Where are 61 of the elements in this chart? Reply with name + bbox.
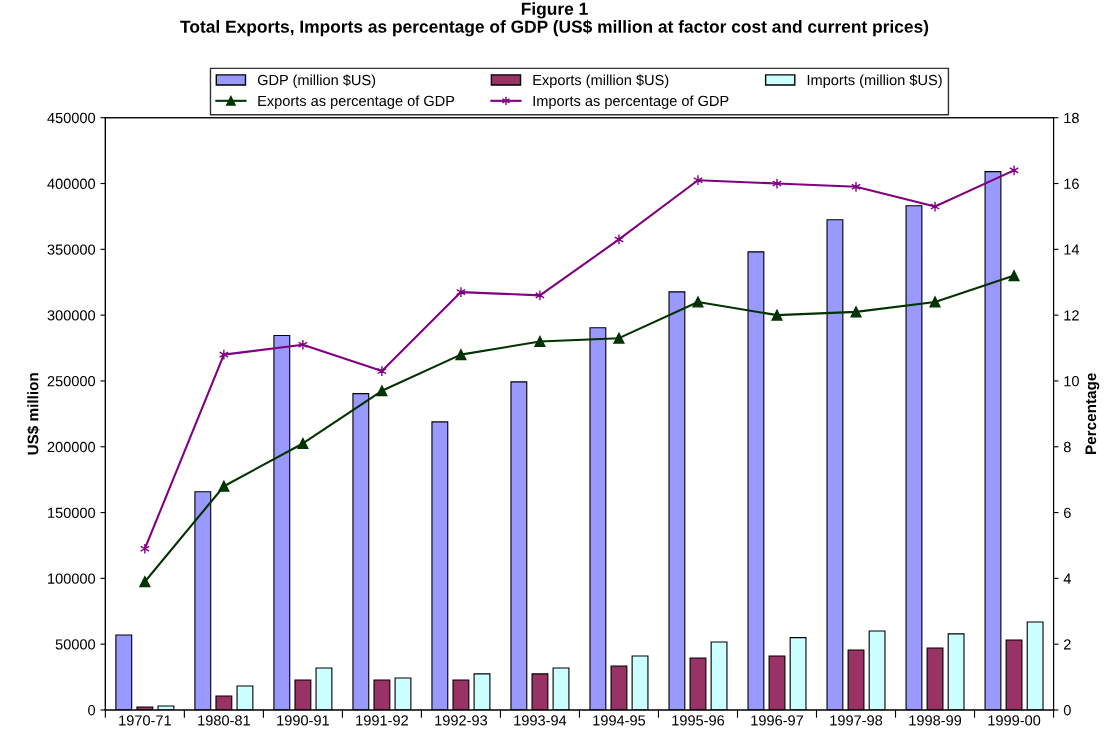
y-tick-label: 450000 bbox=[47, 112, 96, 124]
legend-label: Exports (million $US) bbox=[533, 74, 669, 89]
point bbox=[613, 332, 625, 344]
y-tick-label: 0 bbox=[88, 705, 96, 716]
point bbox=[139, 576, 151, 588]
y-tick-label: 50000 bbox=[55, 639, 96, 650]
legend-label: Imports (million $US) bbox=[807, 74, 942, 89]
x-tick-label: 1992-93 bbox=[435, 715, 488, 726]
point bbox=[456, 286, 466, 298]
point bbox=[929, 296, 941, 308]
y-tick-label: 350000 bbox=[47, 244, 96, 255]
legend-label: Imports as percentage of GDP bbox=[533, 95, 729, 109]
x-tick-label: 1991-92 bbox=[356, 715, 408, 726]
point bbox=[1008, 270, 1020, 282]
point bbox=[534, 335, 546, 348]
y-tick-label: 400000 bbox=[47, 178, 96, 189]
point bbox=[376, 385, 388, 397]
y2-tick-label: 2 bbox=[1064, 639, 1071, 650]
y2-tick-label: 4 bbox=[1063, 573, 1071, 584]
x-tick-label: 1970-71 bbox=[119, 715, 171, 726]
point bbox=[771, 309, 783, 321]
y2-tick-label: 14 bbox=[1064, 244, 1080, 255]
chart-title: Figure 1 Total Exports, Imports as percentage of GDP (US$ million at factor cost and current prices) bbox=[180, 2, 929, 37]
y2-tick-label: 16 bbox=[1064, 178, 1079, 189]
point bbox=[455, 349, 467, 361]
y2-tick-label: 10 bbox=[1064, 376, 1079, 387]
y2-tick-label: 18 bbox=[1064, 112, 1079, 124]
y-tick-label: 200000 bbox=[47, 441, 96, 453]
point bbox=[218, 480, 230, 492]
y2-axis-title: Percentage bbox=[1085, 373, 1100, 455]
y-tick-label: 250000 bbox=[47, 376, 96, 387]
y-tick-label: 100000 bbox=[48, 573, 96, 584]
x-tick-label: 1990-91 bbox=[277, 715, 329, 726]
y2-tick-label: 8 bbox=[1063, 441, 1071, 453]
y-axis-title: US$ million bbox=[26, 373, 40, 455]
legend-label: Exports as percentage of GDP bbox=[258, 95, 455, 109]
legend-label: GDP (million $US) bbox=[257, 74, 376, 89]
x-tick-label: 1998-99 bbox=[909, 715, 962, 726]
point bbox=[297, 339, 308, 351]
x-tick-label: 1980-81 bbox=[198, 715, 250, 726]
y-tick-label: 150000 bbox=[48, 507, 96, 518]
point bbox=[693, 174, 703, 186]
x-tick-label: 1999-00 bbox=[988, 715, 1041, 726]
y2-tick-label: 12 bbox=[1064, 310, 1079, 321]
point bbox=[850, 306, 862, 318]
point bbox=[851, 181, 861, 193]
y2-tick-label: 0 bbox=[1063, 705, 1071, 716]
y-tick-label: 300000 bbox=[47, 310, 96, 321]
x-tick-label: 1996-97 bbox=[751, 715, 804, 726]
point bbox=[377, 365, 387, 377]
y2-tick-label: 6 bbox=[1064, 507, 1071, 518]
x-tick-label: 1995-96 bbox=[672, 715, 725, 726]
x-tick-label: 1993-94 bbox=[514, 715, 567, 726]
x-tick-label: 1997-98 bbox=[830, 715, 883, 726]
x-tick-label: 1994-95 bbox=[593, 715, 646, 726]
point bbox=[535, 289, 545, 301]
point bbox=[1009, 164, 1019, 176]
point bbox=[692, 296, 704, 308]
point bbox=[139, 543, 150, 555]
point bbox=[297, 437, 309, 450]
point bbox=[218, 349, 229, 361]
